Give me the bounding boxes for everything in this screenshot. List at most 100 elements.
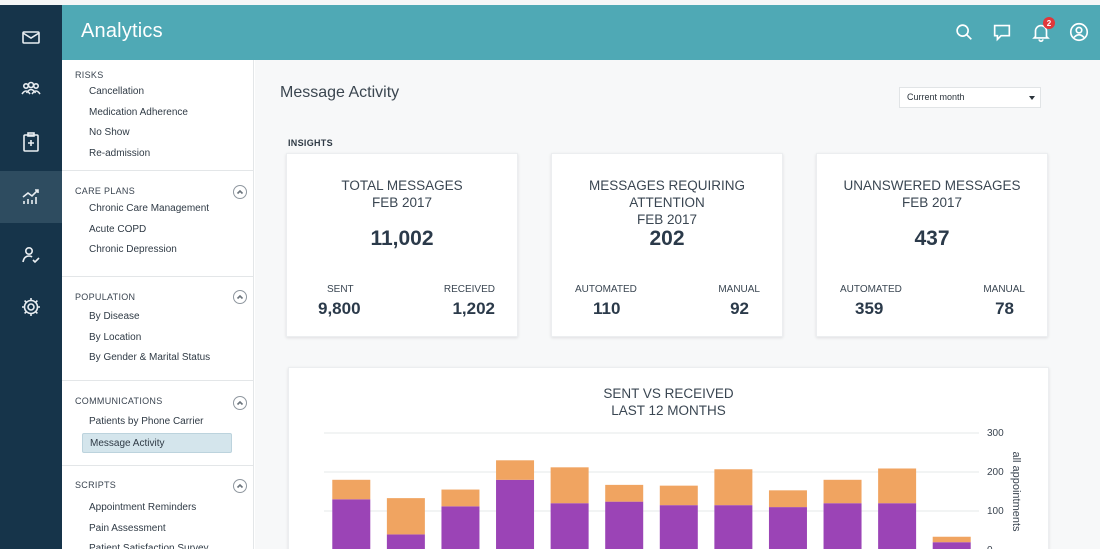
collapse-toggle[interactable] (233, 396, 247, 410)
section-title: POPULATION (75, 292, 136, 302)
card-right-label: MANUAL (983, 284, 1025, 295)
nav-item-chronic-care-management[interactable]: Chronic Care Management (89, 203, 210, 214)
bar-received (441, 489, 480, 507)
top-header: Analytics 2 (62, 5, 1100, 60)
section-population: POPULATION By Disease By Location By Gen… (62, 277, 253, 381)
bar-received (714, 469, 753, 506)
card-main-value: 202 (649, 227, 685, 250)
bar-sent (768, 507, 807, 549)
card-left-value: 359 (855, 299, 884, 318)
bar-sent (332, 499, 371, 549)
clipboard-plus-icon[interactable] (0, 116, 62, 168)
card-main-value: 437 (914, 227, 950, 250)
card-left-label: SENT (327, 284, 354, 295)
bar-received (605, 484, 644, 502)
period-select[interactable]: Current month (899, 87, 1041, 108)
section-title: SCRIPTS (75, 480, 117, 490)
card-left-label: AUTOMATED (575, 284, 637, 295)
top-strip (0, 0, 1100, 5)
section-risks: RISKS Cancellation Medication Adherence … (62, 60, 253, 171)
y-tick-label: 300 (987, 428, 1004, 439)
card-right-value: 78 (995, 299, 1014, 318)
chart-subtitle: LAST 12 MONTHS (611, 403, 726, 418)
collapse-toggle[interactable] (233, 479, 247, 493)
y-tick-label: 0 (987, 545, 993, 549)
card-title-line: MESSAGES REQUIRING (588, 178, 746, 193)
user-check-icon[interactable] (0, 229, 62, 281)
card-title-line: TOTAL MESSAGES (341, 178, 463, 193)
card-main-value: 11,002 (370, 227, 434, 250)
bar-received (768, 490, 807, 508)
patients-icon[interactable] (0, 63, 62, 115)
card-title-line: FEB 2017 (901, 195, 963, 210)
insight-card-total-messages: TOTAL MESSAGES FEB 2017 11,002 SENT 9,80… (286, 153, 518, 337)
mail-icon[interactable] (0, 11, 62, 63)
insight-card-unanswered: UNANSWERED MESSAGES FEB 2017 437 AUTOMAT… (816, 153, 1048, 337)
nav-item-message-activity[interactable]: Message Activity (82, 432, 232, 453)
bar-sent (550, 503, 589, 549)
card-title-line: FEB 2017 (371, 195, 433, 210)
chart-title: SENT VS RECEIVED (603, 386, 734, 401)
nav-item-by-location[interactable]: By Location (89, 331, 142, 343)
y-axis-label: all appointments (1010, 451, 1022, 532)
bar-received (550, 467, 589, 504)
bar-chart: 0 100 200 300 all appointments (324, 428, 1022, 549)
bar-sent (605, 501, 644, 549)
chat-icon[interactable] (988, 18, 1016, 46)
bar-received (932, 536, 971, 543)
bar-received (496, 460, 535, 480)
bar-received (332, 479, 371, 500)
nav-item-medication-adherence[interactable]: Medication Adherence (89, 106, 188, 118)
nav-item-by-disease[interactable]: By Disease (89, 311, 140, 322)
analytics-icon[interactable] (0, 171, 62, 223)
bar-received (878, 468, 917, 504)
card-left-value: 9,800 (318, 299, 361, 318)
nav-item-chronic-depression[interactable]: Chronic Depression (89, 244, 177, 255)
section-care-plans: CARE PLANS Chronic Care Management Acute… (62, 171, 253, 277)
card-left-value: 110 (593, 299, 621, 318)
nav-item-cancellation[interactable]: Cancellation (89, 86, 145, 97)
bar-received (659, 485, 698, 506)
icon-rail (0, 5, 62, 549)
gear-icon[interactable] (0, 281, 62, 333)
section-title: COMMUNICATIONS (75, 396, 163, 406)
bar-sent (386, 534, 425, 549)
bar-sent (714, 505, 753, 549)
nav-item-patient-satisfaction-survey[interactable]: Patient Satisfaction Survey (89, 543, 209, 549)
bar-sent (659, 505, 698, 549)
card-title-line: UNANSWERED MESSAGES (843, 178, 1021, 193)
nav-item-patients-by-phone-carrier[interactable]: Patients by Phone Carrier (89, 416, 204, 427)
bar-received (823, 479, 862, 504)
user-account-icon[interactable] (1065, 18, 1093, 46)
y-tick-label: 100 (987, 506, 1004, 517)
bell-icon[interactable]: 2 (1027, 17, 1055, 46)
search-icon[interactable] (950, 18, 978, 46)
nav-item-by-gender-marital-status[interactable]: By Gender & Marital Status (89, 352, 211, 363)
nav-item-acute-copd[interactable]: Acute COPD (89, 223, 147, 235)
card-right-value: 92 (730, 299, 749, 318)
card-title-line: FEB 2017 (636, 212, 698, 227)
nav-item-pain-assessment[interactable]: Pain Assessment (89, 522, 166, 534)
section-communications: COMMUNICATIONS Patients by Phone Carrier… (62, 381, 253, 466)
insight-card-requiring-attention: MESSAGES REQUIRING ATTENTION FEB 2017 20… (551, 153, 783, 337)
section-title: RISKS (75, 70, 104, 80)
page-title: Message Activity (280, 84, 400, 101)
bar-sent (441, 506, 480, 549)
section-scripts: SCRIPTS Appointment Reminders Pain Asses… (62, 466, 253, 549)
card-left-label: AUTOMATED (840, 284, 902, 295)
chart-card-sent-vs-received: SENT VS RECEIVED LAST 12 MONTHS 0 100 200 3… (288, 367, 1049, 549)
nav-item-appointment-reminders[interactable]: Appointment Reminders (89, 502, 197, 513)
collapse-toggle[interactable] (233, 185, 247, 199)
main-content: Message Activity Current month INSIGHTS … (255, 60, 1100, 549)
collapse-toggle[interactable] (233, 290, 247, 304)
insights-label: INSIGHTS (288, 138, 333, 148)
y-tick-label: 200 (987, 467, 1004, 478)
bar-sent (878, 503, 917, 549)
card-right-label: RECEIVED (443, 284, 495, 295)
nav-item-readmission[interactable]: Re-admission (89, 147, 151, 159)
nav-item-no-show[interactable]: No Show (89, 127, 130, 138)
bar-sent (932, 542, 971, 549)
card-title-line: ATTENTION (629, 195, 705, 210)
bar-received (386, 498, 425, 535)
card-right-value: 1,202 (452, 299, 495, 318)
